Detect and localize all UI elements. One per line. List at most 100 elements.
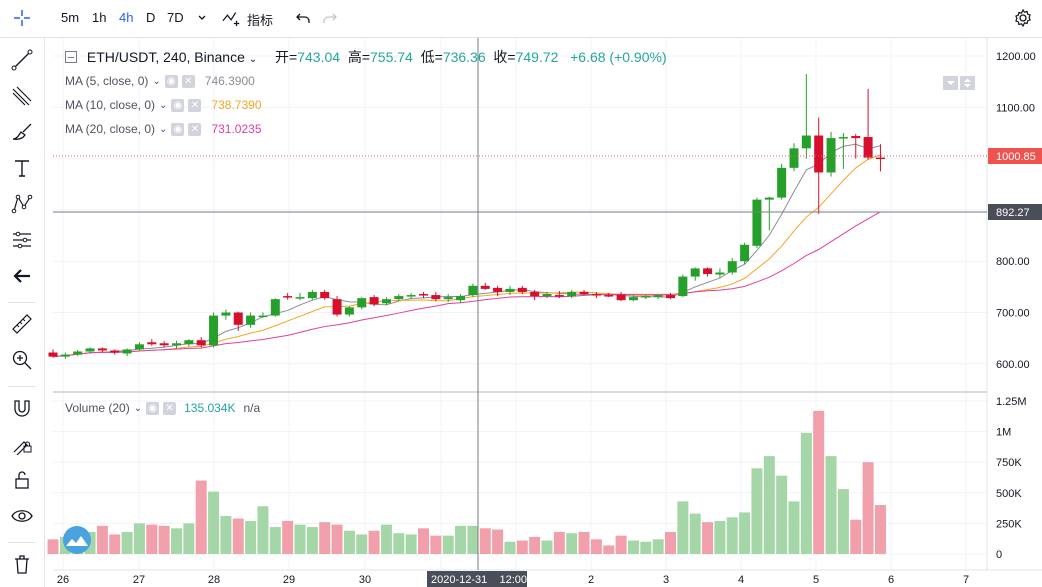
volume-legend[interactable]: Volume (20) ⌄ ◉ ✕ 135.034K n/a xyxy=(65,401,260,415)
fib-retracement-icon[interactable] xyxy=(10,84,34,108)
close-icon[interactable]: ✕ xyxy=(188,122,202,136)
close-icon[interactable]: ✕ xyxy=(163,401,177,415)
high-value: 755.74 xyxy=(370,49,413,65)
time-tick-label: 28 xyxy=(208,574,220,586)
undo-icon[interactable] xyxy=(293,8,313,28)
eye-toggle-icon[interactable]: ◉ xyxy=(171,98,185,112)
drawing-toolbar xyxy=(0,38,45,587)
eye-toggle-icon[interactable]: ◉ xyxy=(146,401,160,415)
crosshair-icon[interactable] xyxy=(12,8,32,28)
volume-bar xyxy=(652,539,664,554)
redo-icon[interactable] xyxy=(320,8,340,28)
zoom-in-icon[interactable] xyxy=(10,348,34,372)
close-icon[interactable]: ✕ xyxy=(181,74,195,88)
candle-body xyxy=(752,199,762,246)
chevron-down-icon[interactable]: ⌄ xyxy=(159,99,168,111)
settings-icon[interactable] xyxy=(1013,8,1033,28)
measure-icon[interactable] xyxy=(10,228,34,252)
last-price-label: 1000.85 xyxy=(996,151,1036,163)
volume-bar xyxy=(232,518,244,554)
brush-icon[interactable] xyxy=(10,120,34,144)
indicators-button[interactable]: 指标 xyxy=(247,13,274,28)
candle-body xyxy=(530,291,540,297)
volume-bar xyxy=(282,520,294,554)
scale-up-button xyxy=(960,76,975,90)
timeframe-5m[interactable]: 5m xyxy=(61,10,80,25)
volume-bar xyxy=(590,539,602,554)
candle-body xyxy=(814,135,824,173)
timeframe-4h[interactable]: 4h xyxy=(119,10,134,25)
ruler-icon[interactable] xyxy=(10,312,34,336)
volume-bar xyxy=(800,432,812,554)
close-icon[interactable]: ✕ xyxy=(188,98,202,112)
chevron-down-icon[interactable]: ⌄ xyxy=(152,75,161,87)
magnet-icon[interactable] xyxy=(10,396,34,420)
volume-bar xyxy=(331,524,343,554)
volume-bar xyxy=(504,541,516,554)
volume-bar xyxy=(714,520,726,554)
volume-bar xyxy=(763,456,775,554)
volume-bar xyxy=(677,501,689,554)
last-price-label-group: 1000.85 xyxy=(988,148,1042,164)
indicator-ma20[interactable]: MA (20, close, 0) ⌄ ◉ ✕ 731.0235 xyxy=(65,122,262,136)
lock-drawing-icon[interactable] xyxy=(10,432,34,456)
trash-icon[interactable] xyxy=(10,552,34,576)
volume-bar xyxy=(405,534,417,554)
volume-bar xyxy=(776,475,788,554)
indicator-name[interactable]: MA (20, close, 0) xyxy=(65,122,156,136)
collapse-icon[interactable] xyxy=(65,51,77,63)
volume-bar xyxy=(850,519,862,554)
candle-body xyxy=(419,294,428,296)
eye-toggle-icon[interactable]: ◉ xyxy=(164,74,178,88)
volume-bar xyxy=(146,524,158,554)
indicator-ma10[interactable]: MA (10, close, 0) ⌄ ◉ ✕ 738.7390 xyxy=(65,98,262,112)
candle-body xyxy=(184,340,194,345)
indicators-icon[interactable] xyxy=(222,8,242,28)
eye-toggle-icon[interactable]: ◉ xyxy=(171,122,185,136)
chevron-down-icon[interactable]: ⌄ xyxy=(248,54,258,65)
ma5-line xyxy=(52,143,881,358)
volume-bar xyxy=(529,536,541,554)
eye-icon[interactable] xyxy=(10,504,34,528)
volume-bar xyxy=(47,539,59,554)
volume-bar xyxy=(665,531,676,554)
volume-bar xyxy=(220,516,232,554)
timeframe-7d[interactable]: 7D xyxy=(167,10,184,25)
candle-body xyxy=(493,287,503,292)
lock-icon[interactable] xyxy=(10,468,34,492)
indicator-name[interactable]: MA (10, close, 0) xyxy=(65,98,156,112)
high-label: 高 xyxy=(347,49,362,65)
volume-bar xyxy=(467,525,479,554)
indicator-ma5[interactable]: MA (5, close, 0) ⌄ ◉ ✕ 746.3900 xyxy=(65,74,255,88)
volume-bar xyxy=(109,534,121,554)
price-tick-label: 600.00 xyxy=(996,359,1030,371)
timeframe-1h[interactable]: 1h xyxy=(92,10,107,25)
text-tool-icon[interactable] xyxy=(10,156,34,180)
trend-line-icon[interactable] xyxy=(10,48,34,72)
chevron-down-icon[interactable]: ⌄ xyxy=(159,123,168,135)
chevron-down-icon[interactable] xyxy=(192,8,212,28)
pattern-icon[interactable] xyxy=(10,192,34,216)
volume-bar xyxy=(121,531,133,554)
candle-body xyxy=(221,312,231,316)
volume-bar xyxy=(492,529,504,554)
top-toolbar: 5m 1h 4h D 7D 指标 xyxy=(0,0,1042,38)
symbol-name[interactable]: ETH/USDT, 240, Binance xyxy=(86,49,245,65)
volume-bar xyxy=(603,545,615,554)
volume-value: 135.034K xyxy=(184,401,236,415)
candle-body xyxy=(172,343,181,346)
candle-body xyxy=(703,268,713,275)
indicator-name[interactable]: MA (5, close, 0) xyxy=(65,74,149,88)
candle-body xyxy=(283,296,293,298)
volume-bar xyxy=(615,535,627,554)
indicator-value: 746.3900 xyxy=(204,74,255,88)
candle-body xyxy=(196,340,206,346)
volume-bar xyxy=(739,512,751,554)
timeframe-d[interactable]: D xyxy=(146,10,156,25)
volume-tick-label: 250K xyxy=(996,518,1022,530)
volume-name[interactable]: Volume (20) xyxy=(65,401,130,415)
volume-extra: n/a xyxy=(243,401,261,415)
chevron-down-icon[interactable]: ⌄ xyxy=(133,402,143,414)
arrow-left-icon[interactable] xyxy=(10,264,34,288)
